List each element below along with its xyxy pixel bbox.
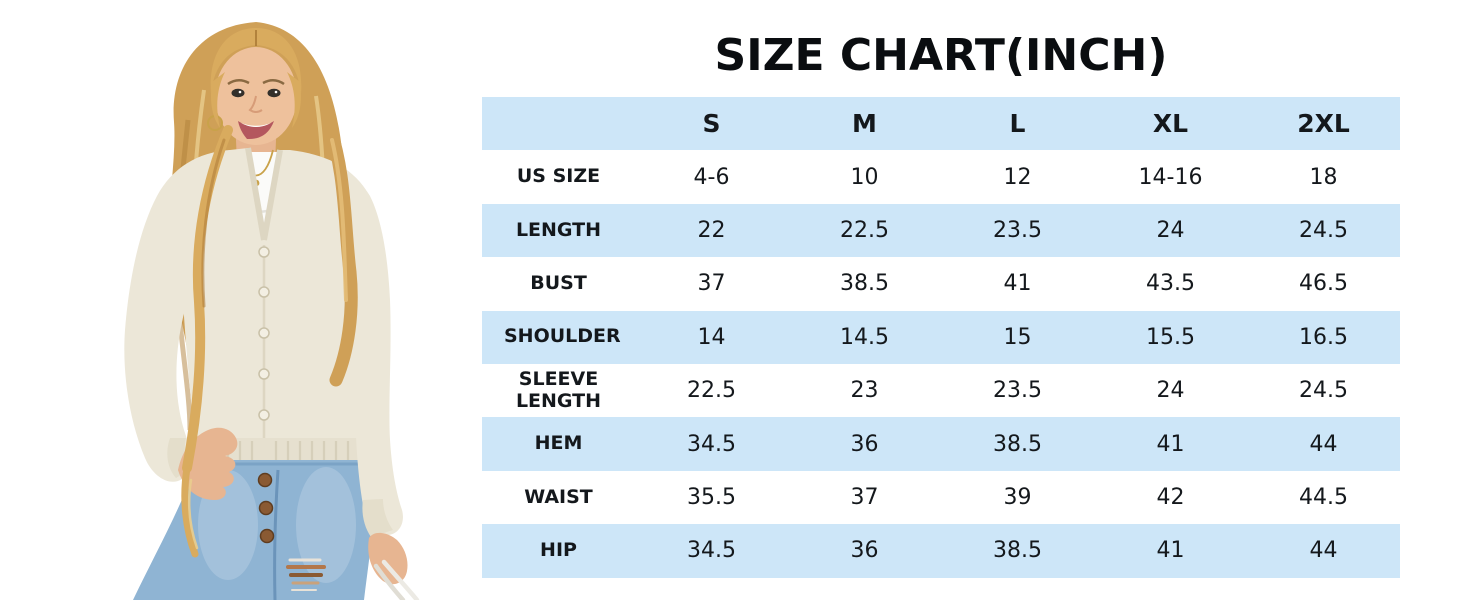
row-label: HEM <box>534 432 583 455</box>
model-photo-illustration <box>124 22 420 603</box>
table-row-sleeve-length: SLEEVE LENGTH 22.5 23 23.5 24 24.5 <box>482 364 1400 417</box>
row-label: SHOULDER <box>504 325 621 348</box>
row-label: WAIST <box>524 485 593 508</box>
header-cell-l: L <box>1009 109 1026 139</box>
right-cuff <box>362 499 393 537</box>
cell-value: 14.5 <box>840 324 889 350</box>
size-chart: SIZE CHART(INCH) S M L XL 2XL US SIZE 4-… <box>482 0 1400 600</box>
cell-value: 23.5 <box>993 217 1042 243</box>
eye-right <box>267 88 281 98</box>
size-chart-title: SIZE CHART(INCH) <box>714 30 1168 81</box>
table-row-bust: BUST 37 38.5 41 43.5 46.5 <box>482 257 1400 310</box>
cell-value: 37 <box>850 484 879 510</box>
table-row-hip: HIP 34.5 36 38.5 41 44 <box>482 524 1400 578</box>
v-neck-trim-left <box>245 147 267 241</box>
cell-value: 14-16 <box>1138 164 1203 190</box>
hair-strand-right <box>321 115 358 387</box>
cell-value: 36 <box>850 538 879 564</box>
cell-value: 24.5 <box>1299 217 1348 243</box>
cell-value: 12 <box>1003 164 1032 190</box>
cell-value: 35.5 <box>687 484 736 510</box>
nose <box>248 95 263 113</box>
face <box>215 47 297 145</box>
eyebrow-right <box>262 79 285 86</box>
cell-value: 24.5 <box>1299 378 1348 404</box>
cell-value: 24 <box>1156 217 1185 243</box>
cell-value: 24 <box>1156 378 1185 404</box>
cardigan-buttons <box>258 246 270 458</box>
cell-value: 38.5 <box>993 431 1042 457</box>
cell-value: 18 <box>1309 164 1338 190</box>
row-label: HIP <box>540 538 577 561</box>
row-label: LENGTH <box>515 218 602 241</box>
cell-value: 36 <box>850 431 879 457</box>
cell-value: 34.5 <box>687 431 736 457</box>
cell-value: 44.5 <box>1299 484 1348 510</box>
header-cell-2xl: 2XL <box>1297 109 1350 139</box>
table-row-shoulder: SHOULDER 14 14.5 15 15.5 16.5 <box>482 310 1400 364</box>
cell-value: 38.5 <box>840 271 889 297</box>
table-header-row: S M L XL 2XL <box>482 97 1400 151</box>
cell-value: 22.5 <box>687 378 736 404</box>
cell-value: 16.5 <box>1299 324 1348 350</box>
cell-value: 4-6 <box>693 164 730 190</box>
row-label: SLEEVE LENGTH <box>515 367 602 412</box>
cell-value: 22 <box>697 217 726 243</box>
table-row-length: LENGTH 22 22.5 23.5 24 24.5 <box>482 203 1400 258</box>
cell-value: 46.5 <box>1299 271 1348 297</box>
cell-value: 43.5 <box>1146 271 1195 297</box>
cell-value: 41 <box>1156 431 1185 457</box>
cell-value: 15.5 <box>1146 324 1195 350</box>
right-hand <box>368 532 408 585</box>
cell-value: 42 <box>1156 484 1185 510</box>
cell-value: 15 <box>1003 324 1032 350</box>
bag-straps <box>373 559 420 603</box>
cell-value: 38.5 <box>993 538 1042 564</box>
cell-value: 41 <box>1003 271 1032 297</box>
row-label: US SIZE <box>516 165 601 188</box>
jeans-seam <box>273 469 280 601</box>
jeans-rip <box>286 558 326 591</box>
cell-value: 23 <box>850 378 879 404</box>
row-label: BUST <box>530 271 587 294</box>
teeth <box>241 123 271 127</box>
model-photo <box>78 0 478 603</box>
cell-value: 10 <box>850 164 879 190</box>
cell-value: 39 <box>1003 484 1032 510</box>
hair-strand <box>181 125 233 558</box>
v-neck-trim-right <box>261 149 283 241</box>
cell-value: 44 <box>1309 538 1338 564</box>
header-cell-blank <box>482 97 635 150</box>
cell-value: 23.5 <box>993 378 1042 404</box>
jeans-fly-buttons <box>257 472 275 544</box>
size-chart-table: S M L XL 2XL US SIZE 4-6 10 12 14-16 18 … <box>482 97 1400 578</box>
table-row-waist: WAIST 35.5 37 39 42 44.5 <box>482 471 1400 524</box>
eye-left <box>231 88 245 98</box>
cell-value: 14 <box>697 324 726 350</box>
cell-value: 34.5 <box>687 538 736 564</box>
table-row-hem: HEM 34.5 36 38.5 41 44 <box>482 417 1400 471</box>
hair-front <box>210 28 302 128</box>
header-cell-m: M <box>852 109 877 139</box>
cell-value: 37 <box>697 271 726 297</box>
header-cell-s: S <box>702 109 721 139</box>
cell-value: 41 <box>1156 538 1185 564</box>
right-arm <box>290 152 420 603</box>
cell-value: 22.5 <box>840 217 889 243</box>
table-row-us-size: US SIZE 4-6 10 12 14-16 18 <box>482 150 1400 203</box>
header-cell-xl: XL <box>1152 109 1189 139</box>
eyebrow-left <box>227 79 250 86</box>
cell-value: 44 <box>1309 431 1338 457</box>
